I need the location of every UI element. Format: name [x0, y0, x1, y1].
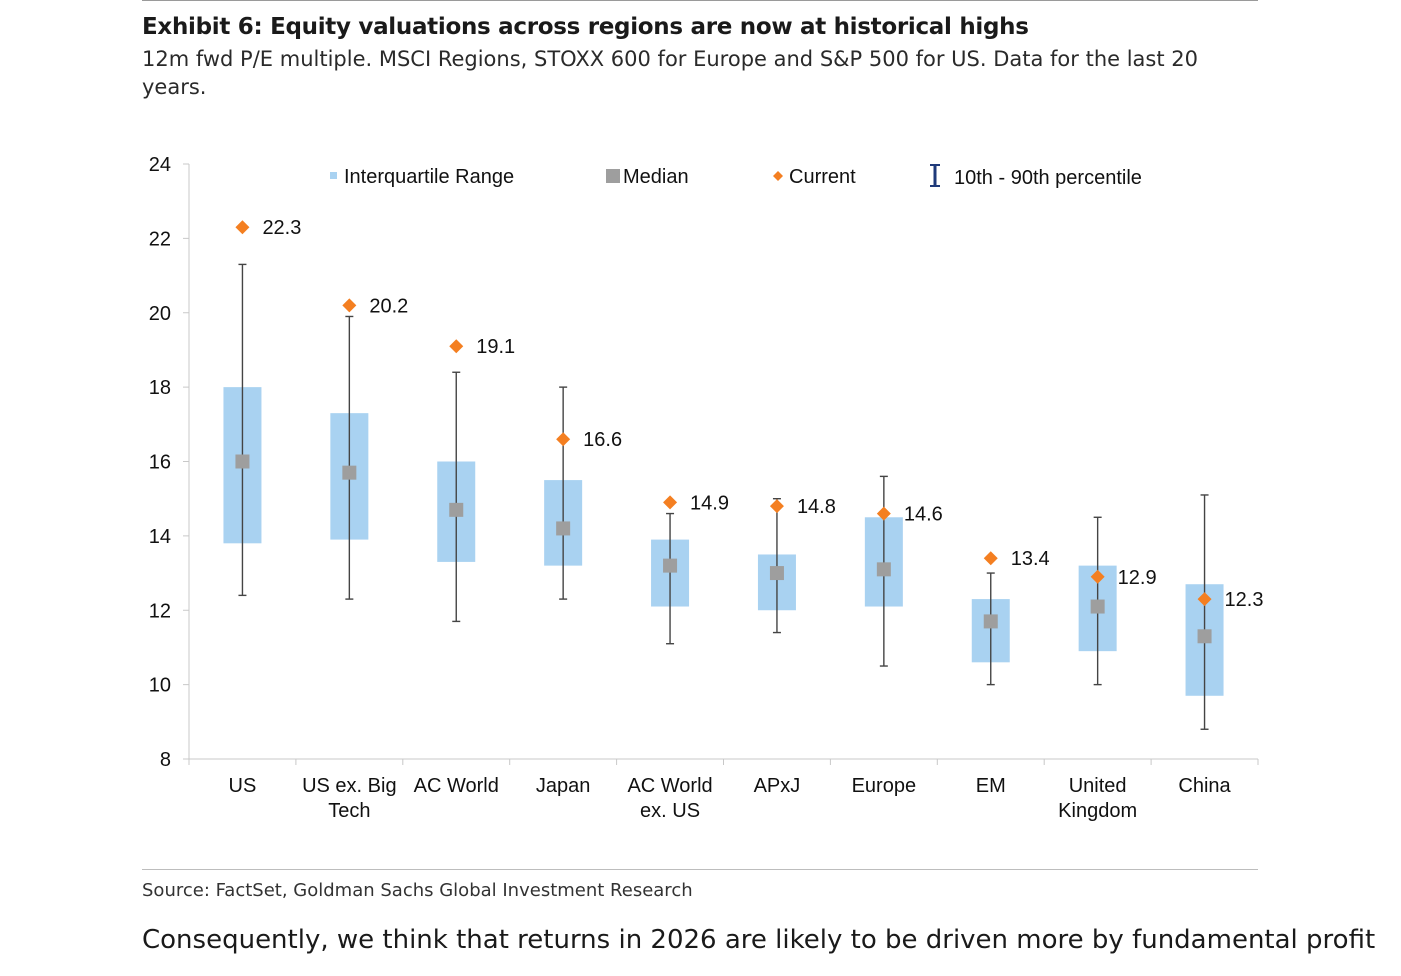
median-marker: [876, 562, 891, 577]
x-category-label: US: [229, 775, 257, 797]
x-category-label: AC World: [414, 775, 499, 797]
y-tick-label: 10: [149, 675, 171, 697]
current-value-label: 13.4: [1011, 548, 1050, 570]
median-marker: [983, 614, 998, 629]
current-marker: [342, 298, 357, 313]
current-value-label: 12.9: [1118, 567, 1157, 589]
current-value-label: 22.3: [262, 217, 301, 239]
legend-whisker-swatch: [930, 164, 940, 187]
median-marker: [1197, 629, 1212, 644]
current-marker: [663, 495, 678, 510]
median-marker: [235, 454, 250, 469]
x-category-label: Japan: [536, 775, 591, 797]
current-value-label: 20.2: [369, 295, 408, 317]
chart-axes: 8 10 12 14 16 18 20 22 24: [149, 154, 1259, 771]
x-category-label: Europe: [852, 775, 917, 797]
y-tick-label: 24: [149, 154, 171, 176]
legend-current-swatch: [773, 171, 783, 181]
median-marker: [663, 558, 678, 573]
x-category-label: Kingdom: [1058, 800, 1137, 822]
current-marker: [983, 551, 998, 566]
x-category-label: US ex. Big: [302, 775, 396, 797]
y-tick-label: 8: [160, 749, 171, 771]
legend-median-swatch: [606, 169, 620, 183]
y-tick-label: 18: [149, 377, 171, 399]
median-marker: [1090, 599, 1105, 614]
exhibit-subtitle: 12m fwd P/E multiple. MSCI Regions, STOX…: [142, 47, 1198, 99]
current-value-label: 19.1: [476, 336, 515, 358]
current-marker: [556, 432, 571, 447]
y-tick-label: 16: [149, 452, 171, 474]
x-category-label: AC World: [627, 775, 712, 797]
x-category-label: APxJ: [754, 775, 801, 797]
legend-current-label: Current: [789, 166, 856, 188]
y-tick-label: 14: [149, 526, 171, 548]
x-category-label: EM: [976, 775, 1006, 797]
legend-whisker-label: 10th - 90th percentile: [954, 167, 1142, 189]
median-marker: [556, 521, 571, 536]
current-marker: [876, 506, 891, 521]
y-tick-label: 12: [149, 600, 171, 622]
legend-median-label: Median: [623, 166, 689, 188]
current-marker: [769, 499, 784, 514]
chart-plot-area: 22.3 US 20.2 US ex. Big Tech 19.1 AC World 16.6…: [223, 217, 1263, 822]
top-rule: [142, 0, 1258, 1]
legend-iqr-swatch: [330, 172, 337, 179]
exhibit-title: Exhibit 6: Equity valuations across regi…: [142, 14, 1029, 40]
current-marker: [1090, 569, 1105, 584]
body-paragraph: Consequently, we think that returns in 2…: [142, 925, 1382, 955]
x-category-label: Tech: [328, 800, 370, 822]
valuation-range-chart: Interquartile Range Median Current 10th …: [149, 154, 1264, 822]
current-value-label: 14.6: [904, 504, 943, 526]
x-category-label: ex. US: [640, 800, 700, 822]
current-value-label: 14.9: [690, 492, 729, 514]
chart-legend: Interquartile Range Median Current 10th …: [330, 164, 1142, 189]
current-marker: [1197, 592, 1212, 607]
median-marker: [449, 502, 464, 517]
legend-iqr-label: Interquartile Range: [344, 166, 514, 188]
current-value-label: 12.3: [1225, 589, 1264, 611]
bottom-rule: [142, 869, 1258, 870]
y-tick-label: 22: [149, 228, 171, 250]
current-value-label: 16.6: [583, 429, 622, 451]
x-category-label: China: [1178, 775, 1231, 797]
median-marker: [342, 465, 357, 480]
current-marker: [449, 339, 464, 354]
current-marker: [235, 220, 250, 235]
median-marker: [769, 566, 784, 581]
source-note: Source: FactSet, Goldman Sachs Global In…: [142, 880, 693, 901]
x-category-label: United: [1069, 775, 1127, 797]
current-value-label: 14.8: [797, 496, 836, 518]
y-tick-label: 20: [149, 303, 171, 325]
